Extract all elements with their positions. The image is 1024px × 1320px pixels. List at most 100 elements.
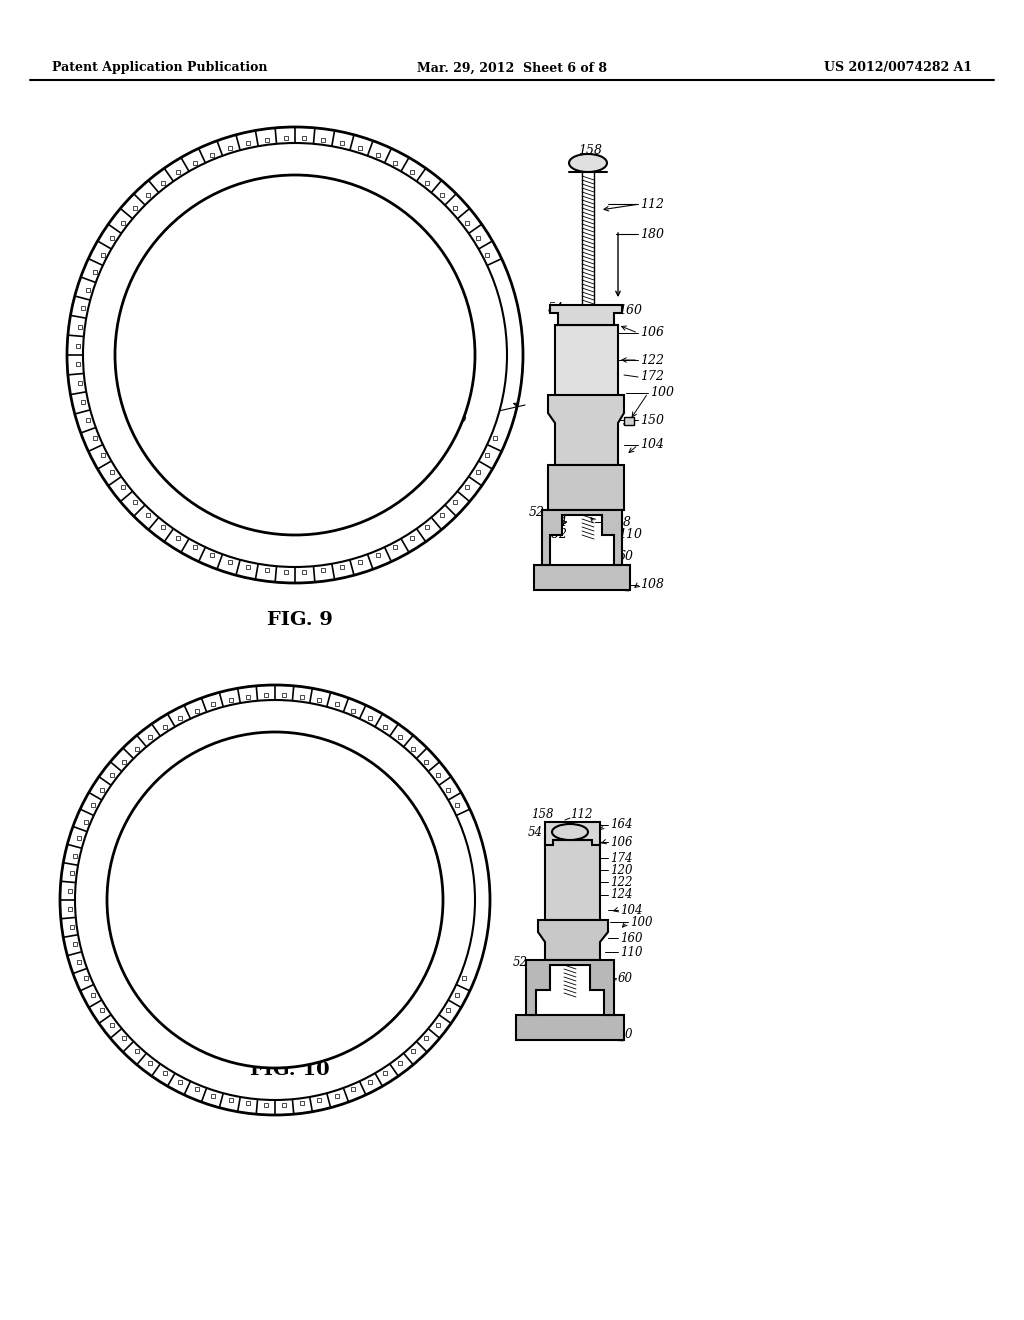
Bar: [393, 161, 397, 165]
Text: 184: 184: [543, 516, 567, 528]
Bar: [76, 343, 80, 347]
Bar: [122, 759, 126, 763]
Text: 174: 174: [610, 851, 633, 865]
Bar: [425, 181, 429, 185]
Bar: [195, 709, 199, 713]
Bar: [368, 1080, 372, 1084]
Bar: [465, 486, 469, 490]
Bar: [69, 890, 73, 894]
Bar: [358, 560, 362, 564]
Text: 150: 150: [640, 413, 664, 426]
Bar: [284, 570, 288, 574]
Text: 172: 172: [640, 371, 664, 384]
Bar: [397, 1061, 401, 1065]
Bar: [435, 774, 439, 777]
Bar: [73, 854, 77, 858]
Text: 100: 100: [630, 916, 652, 928]
Bar: [383, 1071, 387, 1074]
Text: 50: 50: [286, 833, 304, 847]
Bar: [178, 1080, 182, 1084]
Text: Patent Application Publication: Patent Application Publication: [52, 62, 267, 74]
Polygon shape: [555, 325, 618, 400]
Bar: [84, 977, 88, 981]
Circle shape: [75, 700, 475, 1100]
Text: 176: 176: [443, 412, 467, 425]
Bar: [100, 453, 104, 457]
Text: 52: 52: [529, 507, 545, 520]
Bar: [410, 536, 414, 540]
Polygon shape: [516, 1015, 624, 1040]
Bar: [351, 709, 355, 713]
Text: 100: 100: [650, 387, 674, 400]
Bar: [69, 907, 73, 911]
Bar: [246, 565, 250, 569]
Text: 52: 52: [513, 957, 528, 969]
Bar: [161, 181, 165, 185]
Bar: [84, 820, 88, 824]
Bar: [264, 693, 268, 697]
Circle shape: [92, 717, 458, 1082]
Text: 104: 104: [620, 903, 642, 916]
Bar: [435, 1023, 439, 1027]
Bar: [86, 418, 90, 422]
Text: 104: 104: [640, 438, 664, 451]
Bar: [317, 1098, 322, 1102]
Bar: [161, 525, 165, 529]
Bar: [246, 694, 250, 698]
Bar: [424, 759, 428, 763]
Bar: [163, 1071, 167, 1074]
Bar: [397, 735, 401, 739]
Text: 106: 106: [610, 836, 633, 849]
Bar: [424, 1036, 428, 1040]
Bar: [264, 568, 268, 572]
Ellipse shape: [569, 154, 607, 172]
Bar: [439, 513, 443, 517]
Text: 108: 108: [640, 578, 664, 591]
Bar: [425, 525, 429, 529]
Bar: [463, 977, 466, 981]
Bar: [70, 871, 74, 875]
Polygon shape: [538, 920, 608, 960]
Bar: [227, 560, 231, 564]
Bar: [134, 747, 138, 751]
Text: 120: 120: [610, 863, 633, 876]
Bar: [111, 774, 115, 777]
Text: 110: 110: [610, 1028, 633, 1041]
Bar: [228, 698, 232, 702]
Bar: [78, 325, 82, 329]
Bar: [393, 545, 397, 549]
Bar: [100, 788, 104, 792]
Bar: [485, 453, 489, 457]
Bar: [368, 717, 372, 721]
Bar: [282, 693, 286, 697]
Text: 164: 164: [610, 818, 633, 832]
Bar: [412, 747, 416, 751]
Text: 50: 50: [306, 279, 324, 292]
Bar: [76, 363, 80, 367]
Bar: [476, 236, 480, 240]
Bar: [78, 960, 82, 964]
Bar: [91, 993, 95, 997]
Bar: [317, 698, 322, 702]
Bar: [134, 1049, 138, 1053]
Bar: [465, 220, 469, 224]
Bar: [133, 206, 137, 210]
Bar: [81, 400, 85, 404]
Bar: [455, 804, 459, 808]
Bar: [322, 137, 326, 141]
Bar: [193, 545, 197, 549]
Bar: [110, 470, 114, 474]
Bar: [163, 725, 167, 729]
Polygon shape: [548, 395, 624, 465]
Text: 54: 54: [548, 301, 564, 314]
Polygon shape: [545, 822, 600, 845]
Bar: [300, 1101, 304, 1105]
Bar: [210, 553, 214, 557]
Text: Mar. 29, 2012  Sheet 6 of 8: Mar. 29, 2012 Sheet 6 of 8: [417, 62, 607, 74]
Circle shape: [83, 143, 507, 568]
Text: FIG. 10: FIG. 10: [250, 1061, 330, 1078]
Text: US 2012/0074282 A1: US 2012/0074282 A1: [824, 62, 972, 74]
Text: 106: 106: [640, 326, 664, 339]
Bar: [148, 1061, 153, 1065]
Text: 122: 122: [610, 875, 633, 888]
